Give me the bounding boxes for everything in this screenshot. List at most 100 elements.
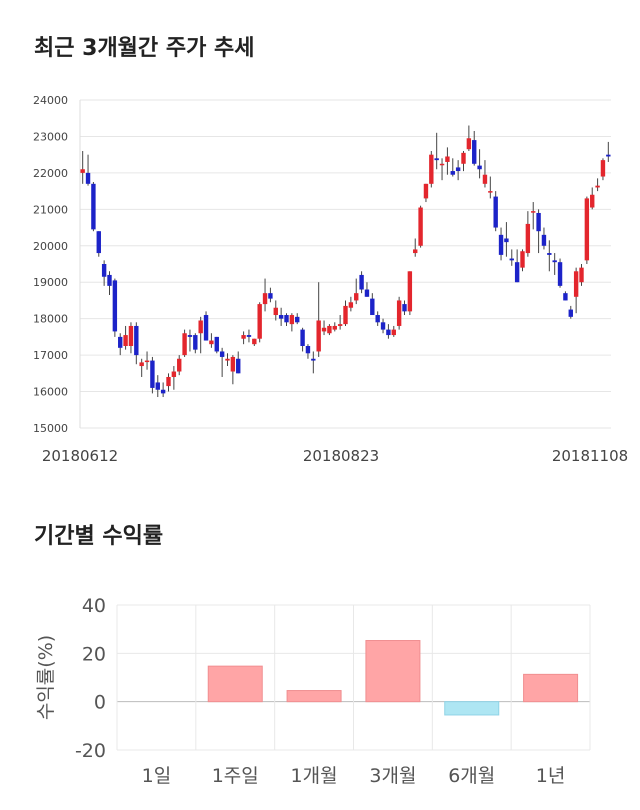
y-tick-label: 15000	[33, 422, 68, 435]
candle-body	[343, 305, 348, 325]
candle-body	[337, 324, 343, 326]
y-tick-label: 16000	[33, 386, 68, 399]
x-tick-label: 20181108	[552, 447, 628, 465]
return-bar	[444, 701, 500, 716]
candle-body	[552, 260, 557, 263]
candle-body	[375, 315, 380, 323]
candle-body	[305, 346, 311, 354]
candle-body	[509, 258, 514, 261]
candle-body	[445, 156, 450, 162]
candle-body	[413, 249, 418, 254]
candle-body	[236, 358, 241, 374]
candle-body	[472, 140, 477, 164]
candle-body	[209, 340, 214, 345]
y-tick-label: 21000	[33, 203, 68, 216]
candle-body	[230, 356, 236, 372]
y-tick-label: 24000	[33, 94, 68, 107]
price-chart-title: 최근 3개월간 주가 추세	[34, 36, 255, 61]
return-bar	[365, 640, 421, 703]
candle-body	[160, 389, 166, 394]
candle-body	[311, 358, 316, 361]
candle-body	[520, 251, 525, 268]
candle-body	[321, 327, 327, 332]
candle-body	[423, 183, 429, 199]
candle-body	[316, 320, 321, 352]
candle-body	[584, 198, 590, 261]
candle-body	[187, 335, 193, 337]
candle-body	[498, 234, 504, 255]
candle-body	[595, 185, 600, 188]
y-tick-label: 20000	[33, 240, 68, 253]
candle-body	[455, 167, 461, 172]
candle-body	[225, 358, 230, 361]
candle-body	[536, 212, 541, 232]
candlestick-chart: 15000 16000 17000 18000 19000 20000 21000 22000…	[33, 94, 628, 465]
candle-body	[166, 376, 171, 387]
return-bar	[207, 665, 263, 703]
candle-body	[504, 238, 509, 243]
candle-body	[332, 325, 337, 330]
candle-body	[348, 302, 354, 308]
candle-body	[284, 315, 289, 323]
candle-body	[182, 333, 187, 356]
returns-chart-title: 기간별 수익률	[34, 524, 164, 549]
x-tick-label: 1개월	[291, 765, 338, 787]
x-tick-label: 20180823	[303, 447, 379, 465]
y-axis-label: 수익률(%)	[35, 635, 57, 720]
candle-body	[278, 315, 284, 319]
candle-body	[557, 262, 563, 286]
candle-body	[466, 138, 472, 150]
candle-body	[396, 300, 402, 326]
y-tick-label: 23000	[33, 130, 68, 143]
candle-body	[402, 304, 407, 312]
candle-body	[144, 360, 150, 363]
candle-body	[155, 382, 160, 390]
candle-body	[128, 325, 134, 346]
candle-body	[177, 358, 182, 372]
candle-body	[171, 371, 177, 377]
candle-body	[359, 274, 364, 290]
candle-body	[273, 307, 278, 316]
candle-body	[150, 360, 155, 388]
candle-body	[541, 234, 547, 246]
candle-body	[477, 165, 482, 170]
candle-body	[439, 163, 445, 166]
candle-body	[600, 160, 606, 177]
candle-body	[80, 169, 85, 173]
candle-body	[118, 336, 123, 348]
candle-body	[101, 264, 107, 277]
y-tick-label: 20	[82, 643, 106, 665]
candle-body	[198, 320, 203, 334]
y-tick-label: 17000	[33, 349, 68, 362]
candle-body	[370, 298, 375, 316]
candle-body	[289, 315, 295, 325]
y-tick-label: 40	[82, 595, 106, 617]
candle-body	[429, 154, 434, 184]
candle-body	[407, 271, 413, 312]
candle-body	[568, 309, 573, 317]
candle-body	[96, 231, 101, 254]
x-tick-label: 1년	[536, 765, 566, 787]
y-tick-label: 18000	[33, 313, 68, 326]
candle-body	[434, 158, 439, 161]
candle-body	[364, 289, 370, 297]
y-tick-label: -20	[75, 740, 106, 762]
candle-body	[257, 304, 262, 339]
candle-body	[547, 253, 552, 255]
candle-body	[85, 172, 91, 184]
candle-body	[139, 362, 144, 367]
candle-body	[606, 154, 611, 157]
y-tick-label: 0	[94, 692, 106, 714]
candle-body	[246, 335, 252, 337]
candle-body	[354, 293, 359, 301]
candle-body	[531, 211, 536, 213]
candle-body	[300, 329, 305, 346]
candle-body	[91, 183, 96, 230]
candle-body	[391, 329, 396, 336]
candle-body	[579, 267, 584, 283]
return-bar	[523, 673, 579, 703]
candle-body	[514, 262, 520, 283]
candle-body	[107, 274, 112, 286]
return-bar	[286, 690, 342, 703]
